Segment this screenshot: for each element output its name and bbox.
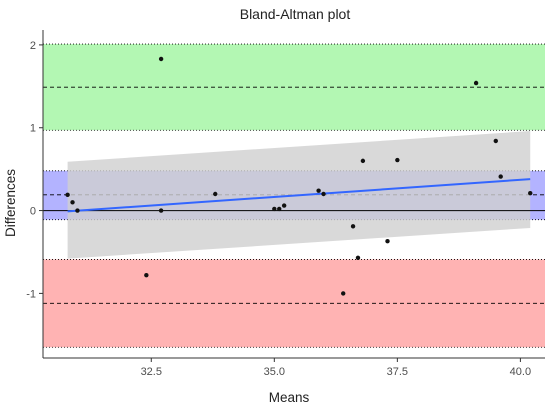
data-point-19 — [473, 80, 479, 86]
data-point-10 — [281, 203, 287, 208]
data-point-11 — [316, 188, 321, 193]
chart-title: Bland-Altman plot — [240, 6, 351, 22]
data-point-16 — [341, 291, 346, 296]
data-point-22 — [528, 190, 533, 196]
data-point-17 — [385, 239, 390, 244]
y-tick-label-3: 1 — [30, 123, 36, 135]
x-tick-label-2: 35.0 — [264, 366, 285, 378]
data-point-4 — [144, 272, 149, 278]
y-tick-label-4: 2 — [30, 40, 36, 52]
data-point-14 — [360, 158, 366, 164]
data-point-2 — [70, 200, 75, 205]
data-point-9 — [277, 206, 282, 212]
x-tick-label-3: 37.5 — [387, 366, 408, 378]
data-point-15 — [355, 255, 361, 260]
data-point-5 — [158, 56, 164, 62]
data-point-21 — [498, 174, 503, 179]
data-point-18 — [395, 157, 400, 163]
data-point-13 — [350, 224, 356, 229]
regression-line — [67, 178, 531, 213]
x-axis-label: Means — [269, 390, 310, 405]
data-point-6 — [158, 208, 164, 213]
data-point-20 — [493, 138, 498, 144]
data-point-7 — [213, 191, 218, 197]
y-tick-label-1: -1 — [26, 288, 36, 300]
data-point-12 — [321, 191, 326, 197]
lower-loa-band — [43, 259, 545, 348]
y-axis-label: Differences — [3, 169, 18, 237]
x-tick-label-4: 40.0 — [510, 366, 531, 378]
upper-loa-band — [43, 44, 545, 131]
data-point-3 — [75, 208, 80, 213]
y-tick-label-2: 0 — [30, 206, 36, 218]
data-point-8 — [272, 206, 277, 212]
data-point-1 — [65, 192, 70, 198]
x-tick-label-1: 32.5 — [141, 366, 162, 378]
